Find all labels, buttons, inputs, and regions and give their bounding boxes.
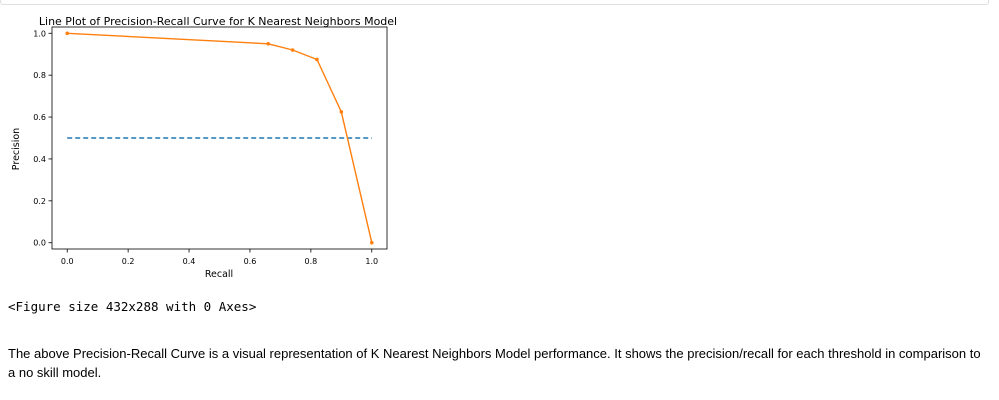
y-tick-label: 0.0 <box>33 239 46 248</box>
cell-top-border <box>0 0 989 5</box>
y-tick-label: 0.4 <box>33 155 46 164</box>
chart-title: Line Plot of Precision-Recall Curve for … <box>39 15 397 28</box>
y-tick-label: 0.2 <box>33 197 46 206</box>
x-tick-label: 0.8 <box>304 257 317 266</box>
x-axis-label: Recall <box>205 269 233 280</box>
x-axis-ticks: 0.0 0.2 0.4 0.6 0.8 1.0 <box>61 249 378 266</box>
x-tick-label: 0.2 <box>122 257 135 266</box>
data-point-marker <box>369 240 374 245</box>
data-point-marker <box>315 57 319 62</box>
x-tick-label: 0.4 <box>183 257 196 266</box>
knn-precision-recall-line <box>67 32 373 243</box>
x-tick-label: 1.0 <box>365 257 378 266</box>
plot-lines <box>67 32 373 243</box>
data-point-marker <box>266 41 271 46</box>
plot-markers <box>65 31 374 245</box>
y-axis-label: Precision <box>11 128 22 170</box>
data-point-marker <box>339 110 344 114</box>
plot-frame <box>51 26 388 250</box>
y-tick-label: 1.0 <box>33 29 46 38</box>
y-axis-ticks: 0.0 0.2 0.4 0.6 0.8 1.0 <box>33 29 52 248</box>
x-tick-label: 0.0 <box>61 257 74 266</box>
chart-description: The above Precision-Recall Curve is a vi… <box>8 346 981 380</box>
precision-recall-chart: Line Plot of Precision-Recall Curve for … <box>11 15 397 280</box>
data-point-marker <box>290 48 295 52</box>
figure-output-text: <Figure size 432x288 with 0 Axes> <box>8 299 257 314</box>
y-tick-label: 0.8 <box>33 71 46 80</box>
data-point-marker <box>65 31 70 36</box>
x-tick-label: 0.6 <box>244 257 257 266</box>
y-tick-label: 0.6 <box>33 113 46 122</box>
